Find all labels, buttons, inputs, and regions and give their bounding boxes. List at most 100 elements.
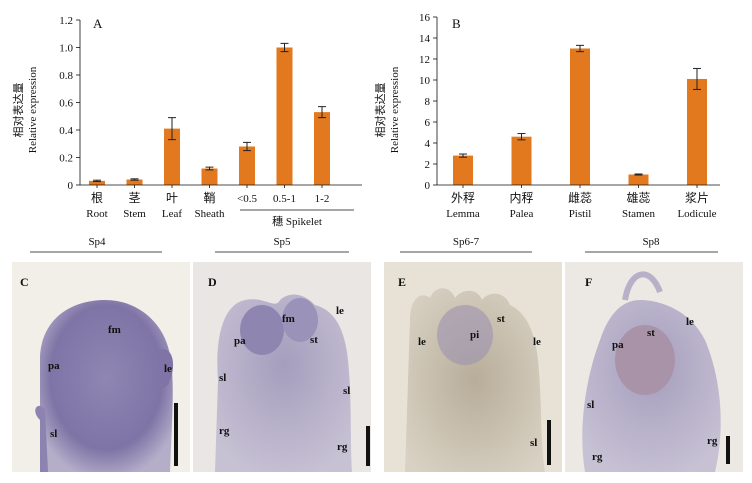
- tissue-label: st: [497, 313, 505, 325]
- tissue-label: fm: [282, 313, 295, 325]
- tissue-label: sl: [530, 437, 537, 449]
- tissue-label: rg: [337, 441, 348, 453]
- stage-label: Sp4: [88, 236, 106, 248]
- panel-a-ylabel-en: Relative expression: [27, 66, 39, 153]
- y-tick-label: 0: [425, 180, 431, 192]
- tissue-label: st: [647, 327, 655, 339]
- chart-b: B 相对表达量 Relative expression 0 2 4 6 8 10 12 14 1…: [373, 12, 720, 220]
- x-label-en: Stamen: [622, 208, 655, 220]
- chart-a: A 相对表达量 Relative expression 0 0.2 0.4 0.6 0.…: [11, 15, 362, 228]
- x-label-cn: 内稃: [509, 191, 533, 205]
- y-tick-label: 0.6: [59, 98, 73, 110]
- bar: [628, 174, 649, 185]
- tissue-lobe: [240, 305, 284, 355]
- y-tick-label: 16: [419, 12, 431, 24]
- y-tick-label: 1.0: [59, 43, 73, 55]
- tissue-lobe: [622, 271, 663, 301]
- tissue-label: sl: [219, 372, 226, 384]
- x-label-cn: 根: [91, 191, 103, 205]
- stage-labels: Sp4 Sp5 Sp6-7 Sp8: [30, 236, 718, 253]
- bar: [570, 48, 590, 185]
- stage-label: Sp6-7: [453, 236, 480, 248]
- x-label-en: 1-2: [315, 193, 330, 205]
- bar: [164, 128, 180, 185]
- x-label-cn: 外稃: [451, 191, 475, 205]
- stage-label: Sp8: [642, 236, 660, 248]
- x-label-cn: 茎: [128, 191, 140, 205]
- panel-a-ylabel-cn: 相对表达量: [11, 83, 25, 138]
- tissue-label: rg: [219, 425, 230, 437]
- panel-b-ylabel-en: Relative expression: [389, 66, 401, 153]
- x-label-en: Stem: [123, 208, 146, 220]
- panel-a-letter: A: [93, 16, 103, 31]
- tissue-label: rg: [707, 435, 718, 447]
- x-label-en: 0.5-1: [273, 193, 296, 205]
- tissue-label: sl: [343, 385, 350, 397]
- y-tick-label: 0.8: [59, 70, 73, 82]
- bar: [201, 168, 218, 185]
- floret-tissue: [40, 300, 173, 472]
- bar: [453, 155, 473, 185]
- spikelet-group-label: 穗 Spikelet: [272, 215, 322, 228]
- tissue-lobe: [437, 305, 493, 365]
- bar: [276, 47, 293, 185]
- y-tick-label: 12: [419, 54, 430, 66]
- bar: [89, 180, 105, 185]
- y-tick-label: 2: [425, 159, 431, 171]
- x-label-en: Sheath: [195, 208, 225, 220]
- y-tick-label: 0: [68, 180, 74, 192]
- x-label-cn: 雄蕊: [626, 190, 650, 205]
- y-tick-label: 10: [419, 75, 431, 87]
- x-label-en: Lodicule: [677, 208, 716, 220]
- bar: [239, 146, 255, 185]
- y-tick-label: 8: [425, 96, 431, 108]
- tissue-lobe: [160, 349, 174, 390]
- x-label-cn: 浆片: [685, 190, 709, 205]
- tissue-lobe: [282, 298, 318, 342]
- tissue-label: le: [533, 336, 541, 348]
- tissue-label: le: [686, 316, 694, 328]
- x-label-en: Lemma: [446, 208, 480, 220]
- panel-b-ylabel-cn: 相对表达量: [373, 83, 387, 138]
- micrograph-letter: C: [20, 275, 29, 289]
- micrograph-c: C fm pa le sl: [12, 262, 190, 472]
- tissue-label: pa: [612, 339, 624, 351]
- tissue-label: rg: [592, 451, 603, 463]
- tissue-label: fm: [108, 324, 121, 336]
- micrograph-f: F pa st le sl rg rg: [565, 262, 743, 472]
- y-tick-label: 6: [425, 117, 431, 129]
- y-tick-label: 0.4: [59, 125, 73, 137]
- x-label-cn: 鞘: [203, 191, 215, 205]
- scale-bar: [726, 436, 730, 464]
- tissue-label: sl: [587, 399, 594, 411]
- panel-b-letter: B: [452, 16, 461, 31]
- x-label-en: Palea: [510, 208, 534, 220]
- x-label-en: Root: [86, 208, 107, 220]
- micrograph-letter: D: [208, 275, 217, 289]
- tissue-lobe: [35, 405, 48, 472]
- tissue-label: st: [310, 334, 318, 346]
- tissue-label: le: [164, 363, 172, 375]
- micrograph-e: E st pi le le sl: [384, 262, 562, 472]
- scale-bar: [547, 420, 551, 465]
- micrograph-letter: F: [585, 275, 592, 289]
- x-label-en: <0.5: [237, 193, 257, 205]
- tissue-label: sl: [50, 428, 57, 440]
- tissue-label: le: [336, 305, 344, 317]
- micrograph-letter: E: [398, 275, 406, 289]
- scale-bar: [174, 403, 178, 466]
- tissue-label: pa: [234, 335, 246, 347]
- x-label-cn: 雌蕊: [568, 190, 592, 205]
- tissue-label: pa: [48, 360, 60, 372]
- y-tick-label: 14: [419, 33, 431, 45]
- tissue-label: le: [418, 336, 426, 348]
- scale-bar: [366, 426, 370, 466]
- stage-label: Sp5: [273, 236, 291, 248]
- x-label-cn: 叶: [166, 191, 178, 205]
- bar: [511, 136, 532, 185]
- x-label-en: Leaf: [162, 208, 182, 220]
- x-label-en: Pistil: [569, 208, 592, 220]
- micrograph-d: D pa fm st le sl sl rg rg: [193, 262, 371, 472]
- bar: [314, 112, 330, 185]
